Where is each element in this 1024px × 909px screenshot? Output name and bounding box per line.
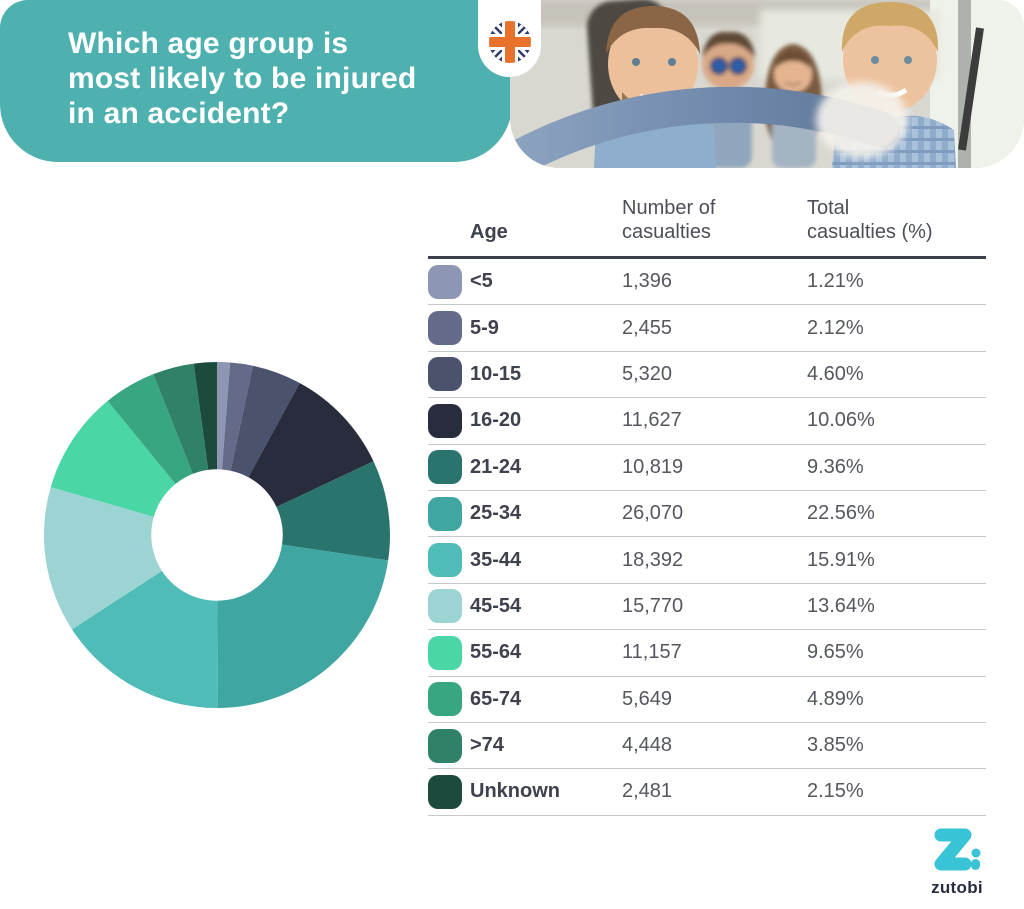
car-scene-illustration (510, 0, 1024, 168)
table-row: 16-20 11,627 10.06% (428, 398, 986, 445)
row-age-label: 16-20 (470, 409, 522, 432)
car-passengers-photo (510, 0, 1024, 168)
row-casualty-percent: 4.89% (807, 687, 864, 710)
row-color-swatch (428, 682, 462, 717)
row-color-swatch (428, 264, 462, 299)
table-row: 35-44 18,392 15.91% (428, 537, 986, 584)
page-title-line-3: in an accident? (68, 97, 290, 130)
row-age-label: 25-34 (470, 502, 522, 525)
table-row: 10-15 5,320 4.60% (428, 352, 986, 399)
row-casualty-count: 2,455 (622, 316, 673, 339)
column-header-total-casualties-pct: Total casualties (%) (807, 197, 933, 243)
row-casualty-count: 18,392 (622, 548, 684, 571)
row-casualty-percent: 9.65% (807, 641, 864, 664)
table-row: >74 4,448 3.85% (428, 723, 986, 770)
row-color-swatch (428, 357, 462, 392)
donut-chart-svg (43, 362, 390, 709)
donut-slice-55-64 (50, 400, 176, 517)
row-casualty-count: 26,070 (622, 502, 684, 525)
row-casualty-percent: 15.91% (807, 548, 875, 571)
row-casualty-percent: 4.60% (807, 362, 864, 385)
row-casualty-percent: 13.64% (807, 594, 875, 617)
brand-footer: zutobi (912, 828, 1002, 898)
table-body: <5 1,396 1.21% 5-9 2,455 2.12% 10-15 5,3… (428, 259, 986, 816)
row-casualty-count: 11,157 (622, 641, 682, 664)
page-title-line-1: Which age group is (68, 27, 349, 60)
zutobi-logo-icon (934, 828, 981, 871)
donut-slice-21-24 (276, 461, 390, 561)
table-row: Unknown 2,481 2.15% (428, 769, 986, 816)
page-title: Which age group is most likely to be inj… (68, 26, 416, 131)
table-row: <5 1,396 1.21% (428, 259, 986, 306)
table-row: 5-9 2,455 2.12% (428, 305, 986, 352)
brand-name: zutobi (931, 878, 983, 897)
donut-slice-5-9 (221, 362, 253, 471)
row-casualty-count: 5,320 (622, 362, 673, 385)
donut-slice-25-34 (217, 544, 389, 708)
uk-flag-icon (488, 21, 531, 63)
row-casualty-count: 4,448 (622, 734, 673, 757)
row-casualty-percent: 3.85% (807, 734, 864, 757)
row-color-swatch (428, 496, 462, 531)
table-row: 21-24 10,819 9.36% (428, 445, 986, 491)
row-age-label: 65-74 (470, 687, 522, 710)
donut-slice-65-74 (107, 374, 193, 485)
page-title-line-2: most likely to be injured (68, 62, 417, 95)
donut-slice-35-44 (72, 570, 218, 709)
age-casualties-donut-chart (27, 345, 407, 725)
row-casualty-count: 1,396 (622, 270, 673, 293)
column-header-number-of-casualties: Number of casualties (622, 197, 716, 243)
donut-slice-10-15 (230, 365, 300, 478)
table-row: 65-74 5,649 4.89% (428, 677, 986, 723)
row-casualty-count: 15,770 (622, 594, 684, 617)
row-age-label: 5-9 (470, 316, 499, 339)
row-color-swatch (428, 403, 462, 438)
row-casualty-percent: 22.56% (807, 502, 875, 525)
row-casualty-percent: 10.06% (807, 409, 875, 432)
row-age-label: Unknown (470, 780, 560, 803)
row-age-label: 45-54 (470, 594, 522, 617)
flag-badge (478, 0, 541, 77)
table-row: 55-64 11,157 9.65% (428, 630, 986, 677)
row-color-swatch (428, 635, 462, 670)
donut-slice-45-54 (43, 487, 162, 630)
row-color-swatch (428, 543, 462, 578)
driver-hand (816, 82, 908, 158)
row-color-swatch (428, 311, 462, 346)
row-age-label: 55-64 (470, 641, 522, 664)
row-color-swatch (428, 774, 462, 809)
table-row: 25-34 26,070 22.56% (428, 491, 986, 538)
row-age-label: <5 (470, 270, 493, 293)
column-header-age: Age (470, 221, 508, 243)
donut-slice-16-20 (248, 383, 374, 507)
donut-slice->74 (153, 363, 209, 474)
donut-slice-Unknown (193, 362, 217, 470)
row-age-label: 21-24 (470, 455, 522, 478)
row-casualty-count: 11,627 (622, 409, 682, 432)
header-banner: Which age group is most likely to be inj… (0, 0, 512, 162)
row-casualty-count: 10,819 (622, 455, 684, 478)
row-color-swatch (428, 589, 462, 624)
table-header-row: Age Number of casualties Total casualtie… (428, 196, 986, 259)
table-row: 45-54 15,770 13.64% (428, 584, 986, 631)
row-age-label: >74 (470, 734, 504, 757)
row-color-swatch (428, 450, 462, 485)
row-casualty-percent: 9.36% (807, 455, 864, 478)
row-casualty-percent: 2.15% (807, 780, 864, 803)
row-casualty-count: 2,481 (622, 780, 673, 803)
row-age-label: 10-15 (470, 362, 522, 385)
row-casualty-percent: 1.21% (807, 270, 864, 293)
row-casualty-percent: 2.12% (807, 316, 864, 339)
donut-slice-<5 (217, 362, 231, 470)
row-age-label: 35-44 (470, 548, 522, 571)
seatbelt (958, 27, 984, 151)
row-color-swatch (428, 728, 462, 763)
row-casualty-count: 5,649 (622, 687, 673, 710)
casualties-table: Age Number of casualties Total casualtie… (428, 196, 986, 816)
